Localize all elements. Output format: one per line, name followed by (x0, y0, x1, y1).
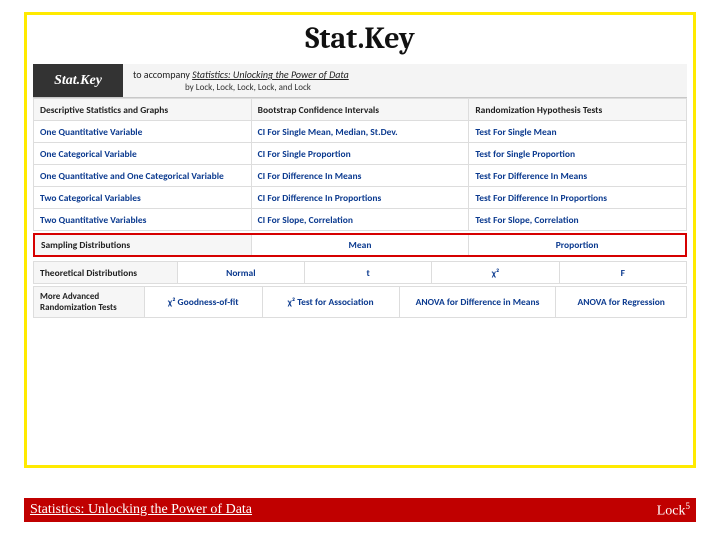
row-label: Sampling Distributions (34, 234, 251, 256)
row-label: More Advanced Randomization Tests (34, 287, 145, 318)
link-cell[interactable]: Test For Slope, Correlation (469, 209, 687, 231)
link-cell[interactable]: One Categorical Variable (34, 143, 252, 165)
link-cell[interactable]: χ² Goodness-of-fit (145, 287, 263, 318)
sampling-row: Sampling Distributions Mean Proportion (34, 234, 686, 256)
link-cell[interactable]: CI For Slope, Correlation (251, 209, 469, 231)
link-cell[interactable]: CI For Difference In Proportions (251, 187, 469, 209)
col-header: Bootstrap Confidence Intervals (251, 99, 469, 121)
link-cell[interactable]: Mean (251, 234, 468, 256)
link-cell[interactable]: ANOVA for Regression (556, 287, 687, 318)
link-cell[interactable]: F (559, 262, 686, 284)
link-cell[interactable]: One Quantitative Variable (34, 121, 252, 143)
link-cell[interactable]: Test For Difference In Means (469, 165, 687, 187)
statkey-screenshot: Stat.Key to accompany Statistics: Unlock… (33, 64, 687, 318)
footer-right-sup: 5 (686, 501, 691, 511)
link-cell[interactable]: Two Categorical Variables (34, 187, 252, 209)
link-cell[interactable]: Two Quantitative Variables (34, 209, 252, 231)
link-cell[interactable]: χ² (432, 262, 559, 284)
link-cell[interactable]: Test for Single Proportion (469, 143, 687, 165)
advanced-table: More Advanced Randomization Tests χ² Goo… (33, 286, 687, 318)
table-row: Two Categorical Variables CI For Differe… (34, 187, 687, 209)
table-row: One Quantitative Variable CI For Single … (34, 121, 687, 143)
row-label: Theoretical Distributions (34, 262, 178, 284)
table-row: One Categorical Variable CI For Single P… (34, 143, 687, 165)
footer-right: Lock5 (657, 501, 696, 520)
main-table: Descriptive Statistics and Graphs Bootst… (33, 98, 687, 231)
footer-left: Statistics: Unlocking the Power of Data (24, 502, 657, 518)
tagline-prefix: to accompany (133, 68, 192, 81)
link-cell[interactable]: CI For Single Mean, Median, St.Dev. (251, 121, 469, 143)
theoretical-row: Theoretical Distributions Normal t χ² F (34, 262, 687, 284)
link-cell[interactable]: Test For Single Mean (469, 121, 687, 143)
slide-title: Stat.Key (27, 21, 693, 56)
link-cell[interactable]: Test For Difference In Proportions (469, 187, 687, 209)
statkey-logo: Stat.Key (33, 64, 123, 97)
statkey-tagline: to accompany Statistics: Unlocking the P… (123, 64, 687, 97)
col-header: Randomization Hypothesis Tests (469, 99, 687, 121)
table-header-row: Descriptive Statistics and Graphs Bootst… (34, 99, 687, 121)
theoretical-table: Theoretical Distributions Normal t χ² F (33, 261, 687, 284)
tagline-authors: by Lock, Lock, Lock, Lock, and Lock (133, 82, 687, 93)
col-header: Descriptive Statistics and Graphs (34, 99, 252, 121)
slide-footer: Statistics: Unlocking the Power of Data … (24, 498, 696, 522)
link-cell[interactable]: Normal (177, 262, 304, 284)
link-cell[interactable]: ANOVA for Difference in Means (399, 287, 556, 318)
advanced-row: More Advanced Randomization Tests χ² Goo… (34, 287, 687, 318)
link-cell[interactable]: χ² Test for Association (262, 287, 399, 318)
link-cell[interactable]: One Quantitative and One Categorical Var… (34, 165, 252, 187)
link-cell[interactable]: Proportion (469, 234, 686, 256)
table-row: One Quantitative and One Categorical Var… (34, 165, 687, 187)
tagline-line1: to accompany Statistics: Unlocking the P… (133, 68, 687, 81)
slide-frame: Stat.Key Stat.Key to accompany Statistic… (24, 12, 696, 468)
sampling-table: Sampling Distributions Mean Proportion (33, 233, 687, 257)
statkey-header: Stat.Key to accompany Statistics: Unlock… (33, 64, 687, 98)
tagline-book: Statistics: Unlocking the Power of Data (192, 68, 349, 81)
footer-right-base: Lock (657, 503, 686, 518)
link-cell[interactable]: t (304, 262, 431, 284)
link-cell[interactable]: CI For Difference In Means (251, 165, 469, 187)
table-row: Two Quantitative Variables CI For Slope,… (34, 209, 687, 231)
link-cell[interactable]: CI For Single Proportion (251, 143, 469, 165)
